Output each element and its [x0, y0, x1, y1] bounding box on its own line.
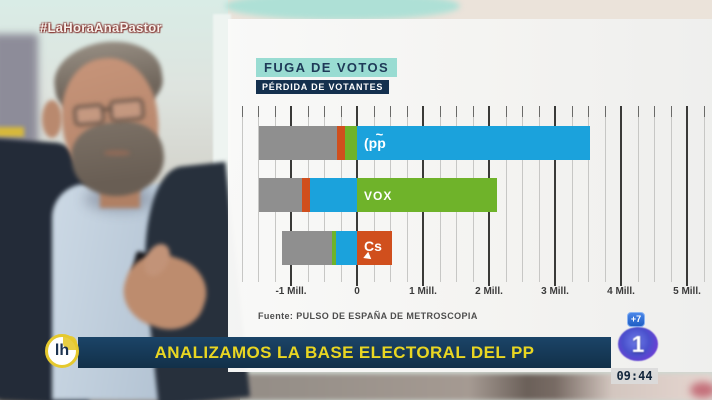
gridline-minor-tick [637, 106, 639, 117]
gridline-minor [505, 106, 507, 282]
party-logo-vox: VOX [364, 189, 393, 203]
gridline-minor-tick [456, 106, 457, 117]
gridline-minor-tick [588, 106, 589, 117]
gridline-minor-tick [307, 106, 309, 117]
axis-tick-label: 2 Mill. [475, 286, 503, 297]
hashtag-label: #LaHoraAnaPastor [40, 20, 162, 35]
studio-yellow-accent [0, 127, 24, 137]
clock: 09:44 [611, 368, 658, 384]
gridline-minor [571, 106, 573, 282]
bar-segment-lost-to-abstention-other [281, 231, 332, 265]
axis-tick-label: -1 Mill. [275, 286, 307, 297]
bar-segment-lost-to-abstention-other [258, 178, 302, 212]
age-rating-badge: +7 [627, 312, 645, 327]
gridline-minor [654, 106, 655, 282]
axis-tick-label: 4 Mill. [607, 286, 635, 297]
gridline-minor-tick [654, 106, 655, 117]
gridline-minor [241, 106, 243, 282]
gridline-minor-tick [439, 106, 441, 117]
gridline-minor [538, 106, 540, 282]
lower-third-banner: ANALIZAMOS LA BASE ELECTORAL DEL PP [78, 337, 611, 368]
axis-tick-label: 3 Mill. [541, 286, 569, 297]
presenter-mouth [104, 150, 130, 156]
gridline-minor-tick [522, 106, 523, 117]
gridline-minor-tick [670, 106, 672, 117]
bar-segment-lost-to-vox [345, 126, 357, 160]
gridline-minor-tick [274, 106, 276, 117]
gridline-minor [670, 106, 672, 282]
bar-segment-lost-to-vox [331, 231, 336, 265]
gridline-minor-tick [703, 106, 705, 117]
studio-floor-detail [690, 382, 712, 398]
chart-source: Fuente: PULSO DE ESPAÑA DE METROSCOPIA [258, 311, 478, 321]
gridline-minor-tick [505, 106, 507, 117]
gridline-minor-tick [324, 106, 325, 117]
gridline-minor-tick [390, 106, 391, 117]
gridline-minor-tick [472, 106, 474, 117]
gridline-minor [258, 106, 259, 282]
bar-segment-retained-cs [357, 231, 392, 265]
party-logo-cs: Cs [363, 238, 382, 263]
show-logo-accent [63, 336, 77, 350]
gridline-minor-tick [406, 106, 408, 117]
gridline-minor-tick [373, 106, 375, 117]
gridline-minor-tick [340, 106, 342, 117]
bar-segment-retained-vox [357, 178, 497, 212]
gridline-minor-tick [538, 106, 540, 117]
gridline-major [686, 106, 688, 286]
axis-tick-label: 0 [354, 286, 360, 297]
bar-segment-lost-to-pp [310, 178, 357, 212]
show-logo: lh [45, 334, 79, 368]
party-logo-pp: (pp ~ [364, 127, 386, 151]
gridline-minor-tick [241, 106, 243, 117]
gridline-major [554, 106, 556, 286]
gridline-minor [637, 106, 639, 282]
bar-segment-lost-to-cs [336, 126, 346, 160]
bar-segment-lost-to-cs [301, 178, 311, 212]
studio-teal-screen [225, 0, 460, 20]
gridline-minor-tick [258, 106, 259, 117]
gridline-minor [522, 106, 523, 282]
bar-segment-lost-to-abstention-other [259, 126, 337, 160]
axis-tick-label: 5 Mill. [673, 286, 701, 297]
gridline-minor [703, 106, 705, 282]
gridline-minor-tick [571, 106, 573, 117]
gridline-minor [588, 106, 589, 282]
channel-logo: 1 [618, 327, 658, 361]
bar-segment-retained-pp [357, 126, 590, 160]
gridline-minor [604, 106, 606, 282]
lower-third-text: ANALIZAMOS LA BASE ELECTORAL DEL PP [154, 342, 535, 362]
axis-tick-label: 1 Mill. [409, 286, 437, 297]
gridline-major [620, 106, 622, 286]
chart-title: FUGA DE VOTOS [256, 58, 398, 77]
presenter-ear [42, 100, 62, 138]
chart-subtitle: PÉRDIDA DE VOTANTES [256, 80, 390, 94]
bar-segment-lost-to-pp [335, 231, 357, 265]
gridline-minor-tick [604, 106, 606, 117]
